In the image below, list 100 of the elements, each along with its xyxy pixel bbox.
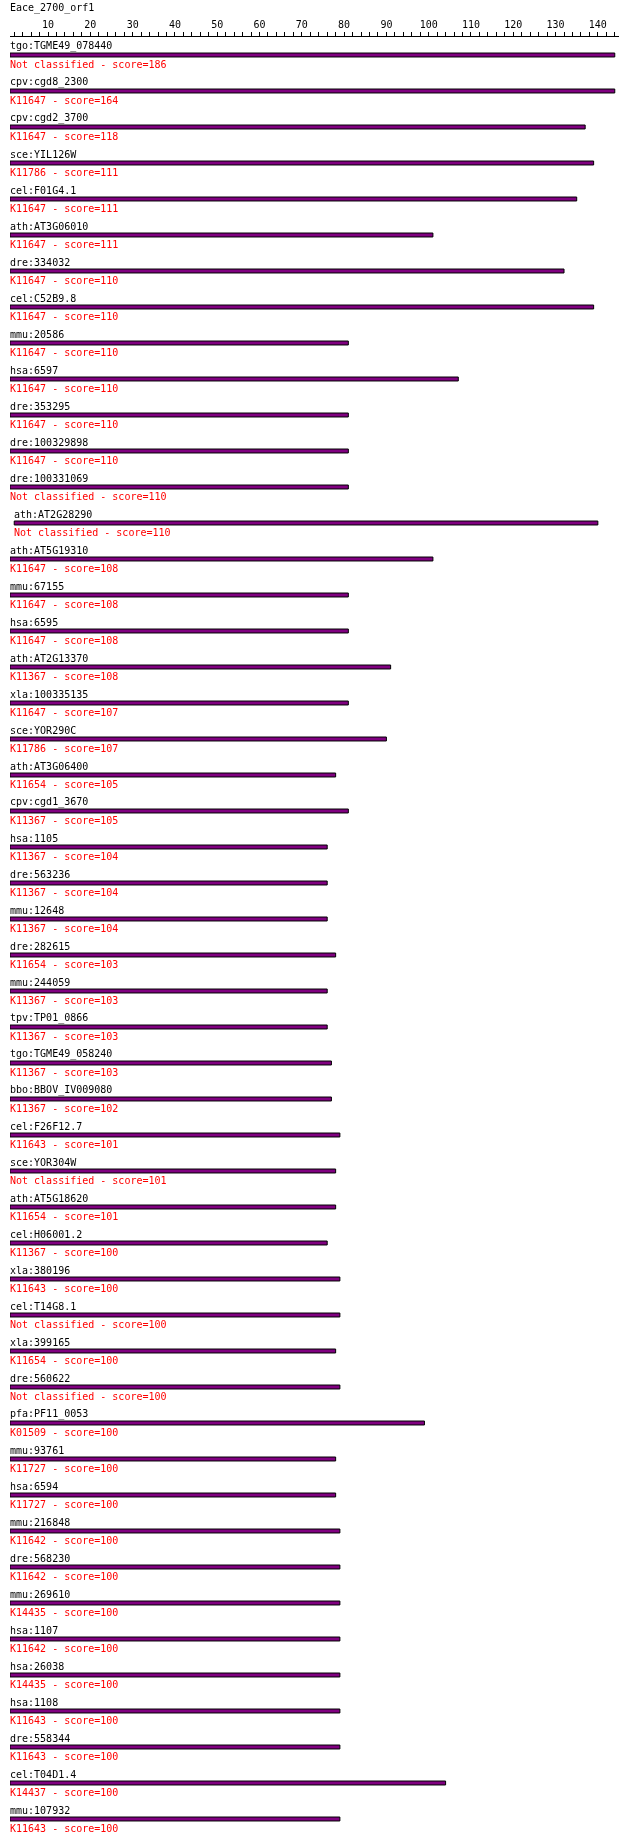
annotation: K11643 - score=100 bbox=[10, 1715, 119, 1726]
annotation: Not classified - score=100 bbox=[10, 1319, 167, 1330]
y-tick-label: xla:100335135 bbox=[10, 689, 89, 700]
y-tick-label: ath:AT2G13370 bbox=[10, 653, 89, 664]
y-tick-label: dre:560622 bbox=[10, 1373, 71, 1384]
annotation: Not classified - score=110 bbox=[10, 491, 167, 502]
y-tick-label: mmu:244059 bbox=[10, 977, 71, 988]
y-tick-label: tgo:TGME49_078440 bbox=[10, 40, 113, 52]
chart-title: Eace_2700_orf1 bbox=[10, 1, 95, 14]
bar bbox=[10, 1816, 341, 1822]
bar bbox=[10, 1600, 341, 1606]
annotation: K14435 - score=100 bbox=[10, 1607, 119, 1618]
y-tick-label: sce:YOR304W bbox=[10, 1157, 78, 1168]
bar bbox=[10, 484, 349, 490]
y-tick-label: ath:AT5G19310 bbox=[10, 545, 89, 556]
bar bbox=[10, 160, 595, 166]
annotation: K11647 - score=110 bbox=[10, 455, 119, 466]
x-tick-label: 50 bbox=[211, 19, 224, 30]
bar bbox=[10, 988, 328, 994]
annotation: K11647 - score=110 bbox=[10, 275, 119, 286]
bar bbox=[10, 1096, 332, 1102]
annotation: Not classified - score=110 bbox=[14, 527, 171, 538]
bar bbox=[10, 88, 616, 94]
bar bbox=[10, 232, 434, 238]
annotation: K11367 - score=103 bbox=[10, 1067, 119, 1078]
bar bbox=[10, 1312, 341, 1318]
annotation: Not classified - score=186 bbox=[10, 59, 167, 70]
annotation: K11367 - score=100 bbox=[10, 1247, 119, 1258]
annotation: Not classified - score=100 bbox=[10, 1391, 167, 1402]
y-tick-label: mmu:269610 bbox=[10, 1589, 71, 1600]
y-tick-label: cpv:cgd8_2300 bbox=[10, 76, 89, 88]
annotation: K11647 - score=111 bbox=[10, 203, 119, 214]
y-tick-label: dre:558344 bbox=[10, 1733, 71, 1744]
annotation: K11647 - score=108 bbox=[10, 599, 119, 610]
y-tick-label: xla:399165 bbox=[10, 1337, 71, 1348]
bar bbox=[10, 1276, 341, 1282]
bar bbox=[10, 304, 595, 310]
annotation: K11654 - score=100 bbox=[10, 1355, 119, 1366]
y-tick-label: dre:282615 bbox=[10, 941, 71, 952]
bar bbox=[10, 736, 387, 742]
bar bbox=[10, 1492, 337, 1498]
y-tick-label: mmu:93761 bbox=[10, 1445, 65, 1456]
annotation: K11647 - score=110 bbox=[10, 311, 119, 322]
annotation: K11367 - score=103 bbox=[10, 995, 119, 1006]
y-tick-label: dre:100329898 bbox=[10, 437, 89, 448]
annotation: K11654 - score=101 bbox=[10, 1211, 119, 1222]
bar bbox=[10, 1528, 341, 1534]
bar bbox=[10, 1708, 341, 1714]
x-tick-label: 80 bbox=[338, 19, 351, 30]
bar bbox=[10, 1060, 332, 1066]
bar bbox=[10, 340, 349, 346]
x-tick-label: 40 bbox=[168, 19, 181, 30]
annotation: K11647 - score=110 bbox=[10, 347, 119, 358]
annotation: K11643 - score=100 bbox=[10, 1751, 119, 1762]
bar bbox=[10, 412, 349, 418]
annotation: K11642 - score=100 bbox=[10, 1643, 119, 1654]
y-tick-label: bbo:BBOV_IV009080 bbox=[10, 1084, 113, 1096]
bar bbox=[10, 1780, 447, 1786]
y-tick-label: cel:T04D1.4 bbox=[10, 1769, 77, 1780]
x-tick-label: 120 bbox=[504, 19, 523, 30]
annotation: K11654 - score=103 bbox=[10, 959, 119, 970]
annotation: K11367 - score=104 bbox=[10, 923, 119, 934]
bar bbox=[10, 664, 392, 670]
x-tick-label: 100 bbox=[419, 19, 438, 30]
annotation: K11367 - score=102 bbox=[10, 1103, 119, 1114]
annotation: K11643 - score=101 bbox=[10, 1139, 119, 1150]
y-tick-label: mmu:20586 bbox=[10, 329, 65, 340]
bar bbox=[10, 592, 349, 598]
y-tick-label: hsa:6597 bbox=[10, 365, 59, 376]
y-tick-label: hsa:6594 bbox=[10, 1481, 59, 1492]
y-tick-label: dre:334032 bbox=[10, 257, 71, 268]
x-tick-label: 130 bbox=[546, 19, 565, 30]
annotation: K11647 - score=118 bbox=[10, 131, 119, 142]
y-tick-label: hsa:26038 bbox=[10, 1661, 65, 1672]
annotation: K11642 - score=100 bbox=[10, 1571, 119, 1582]
bar bbox=[10, 1168, 337, 1174]
y-tick-label: hsa:1107 bbox=[10, 1625, 59, 1636]
y-tick-label: cel:T14G8.1 bbox=[10, 1301, 77, 1312]
x-tick-label: 30 bbox=[126, 19, 139, 30]
y-tick-label: ath:AT3G06400 bbox=[10, 761, 89, 772]
y-tick-label: tgo:TGME49_058240 bbox=[10, 1048, 113, 1060]
bar bbox=[10, 448, 349, 454]
bar bbox=[10, 880, 328, 886]
x-tick-label: 10 bbox=[42, 19, 55, 30]
bar bbox=[10, 1384, 341, 1390]
annotation: Not classified - score=101 bbox=[10, 1175, 167, 1186]
bar bbox=[10, 1348, 337, 1354]
annotation: K11654 - score=105 bbox=[10, 779, 119, 790]
y-tick-label: mmu:107932 bbox=[10, 1805, 71, 1816]
y-tick-label: dre:353295 bbox=[10, 401, 71, 412]
bar bbox=[10, 1564, 341, 1570]
y-tick-label: cpv:cgd2_3700 bbox=[10, 112, 89, 124]
bar bbox=[10, 844, 328, 850]
annotation: K11647 - score=107 bbox=[10, 707, 119, 718]
annotation: K11367 - score=104 bbox=[10, 887, 119, 898]
bar bbox=[10, 1420, 425, 1426]
bar bbox=[10, 808, 349, 814]
y-tick-label: sce:YIL126W bbox=[10, 149, 78, 160]
y-tick-label: cel:H06001.2 bbox=[10, 1229, 83, 1240]
annotation: K11727 - score=100 bbox=[10, 1463, 119, 1474]
